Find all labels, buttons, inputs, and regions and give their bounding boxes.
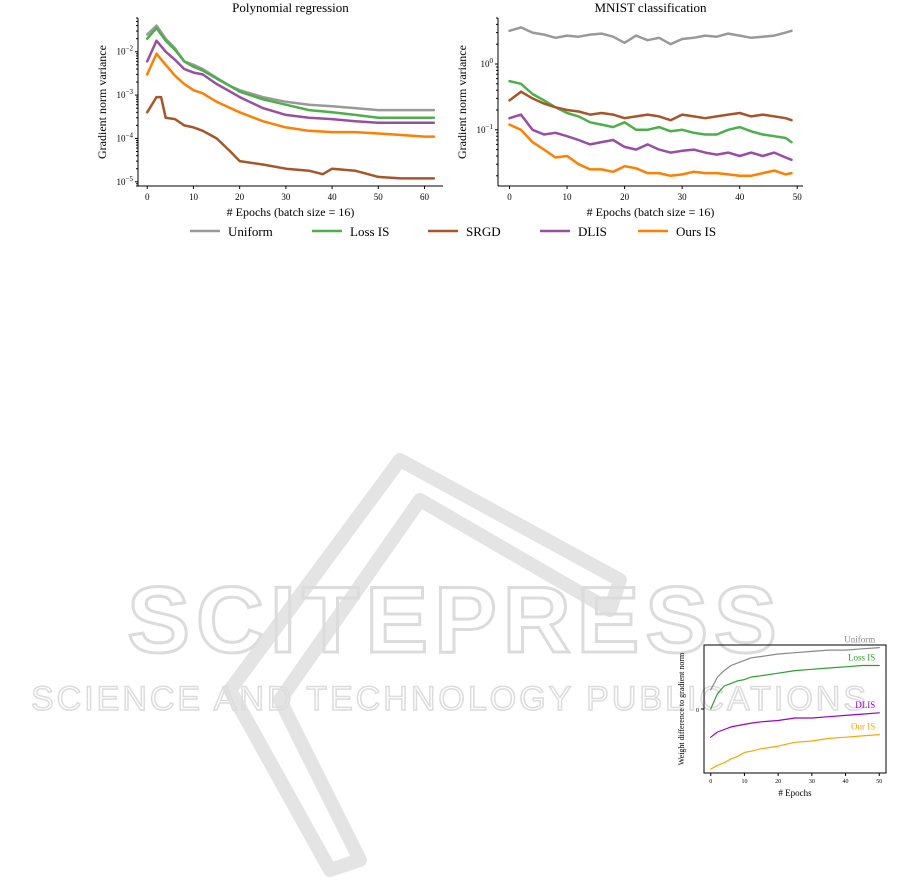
y-tick-label: 10−1 — [477, 123, 494, 135]
sciteppress-watermark: SCITEPRESS SCIENCE AND TECHNOLOGY PUBLIC… — [30, 453, 869, 877]
x-tick-label: 30 — [809, 779, 815, 785]
series-label-our-is: Our IS — [851, 722, 875, 732]
x-tick-label: 30 — [678, 192, 688, 202]
watermark-big-text: SCITEPRESS — [127, 567, 783, 672]
y-tick-label: 10−4 — [117, 131, 134, 143]
series-line-dlis — [508, 113, 793, 162]
y-tick-label: 10−5 — [117, 175, 134, 187]
legend-label-ours-is: Ours IS — [676, 224, 716, 239]
x-tick-label: 20 — [235, 192, 245, 202]
x-tick-label: 20 — [620, 192, 630, 202]
series-line-uniform — [145, 24, 436, 112]
series-line-dlis — [145, 39, 436, 125]
x-axis-label: # Epochs (batch size = 16) — [227, 205, 355, 219]
series-line-loss-is — [145, 26, 436, 120]
series-line-uniform — [710, 646, 880, 691]
y-axis-label: Weight difference to gradient norm — [677, 652, 686, 765]
x-axis-label: # Epochs (batch size = 16) — [587, 205, 715, 219]
x-tick-label: 50 — [374, 192, 384, 202]
series-line-ours-is — [508, 123, 793, 178]
chart-weight-difference: 0 10 20 30 40 50 0 # Epochs Weight difference to… — [677, 635, 887, 798]
x-tick-label: 40 — [843, 779, 849, 785]
x-tick-label: 50 — [793, 192, 803, 202]
chart-title: Polynomial regression — [232, 0, 349, 15]
y-axis-label: Gradient norm variance — [455, 45, 469, 159]
series-line-srgd — [508, 90, 793, 122]
x-tick-label: 0 — [709, 779, 712, 785]
x-tick-label: 20 — [775, 779, 781, 785]
x-tick-label: 0 — [145, 192, 150, 202]
watermark-small-text: SCIENCE AND TECHNOLOGY PUBLICATIONS — [31, 680, 869, 718]
chart-polynomial-regression: Polynomial regression 0 10 20 30 40 50 60 10−5 10… — [95, 0, 443, 219]
y-tick-label: 10−2 — [117, 45, 134, 57]
series-line-uniform — [508, 26, 793, 46]
series-line-loss-is — [710, 664, 880, 710]
series-label-loss-is: Loss IS — [848, 652, 875, 662]
series-label-dlis: DLIS — [855, 700, 875, 710]
legend-label-dlis: DLIS — [578, 224, 607, 239]
legend-label-loss-is: Loss IS — [350, 224, 389, 239]
x-axis-label: # Epochs — [778, 788, 812, 798]
series-line-ours-is — [145, 52, 436, 138]
series-line-srgd — [145, 95, 436, 180]
x-tick-label: 60 — [420, 192, 430, 202]
y-tick-label: 0 — [696, 708, 699, 714]
shared-legend: Uniform Loss IS SRGD DLIS Ours IS — [190, 224, 716, 239]
x-tick-label: 30 — [281, 192, 291, 202]
y-axis-label: Gradient norm variance — [95, 45, 109, 159]
series-label-uniform: Uniform — [844, 635, 875, 645]
series-line-our-is — [710, 733, 880, 770]
x-tick-label: 10 — [189, 192, 199, 202]
y-tick-label: 10−3 — [117, 88, 134, 100]
x-tick-label: 0 — [507, 192, 512, 202]
x-tick-label: 40 — [328, 192, 338, 202]
legend-label-uniform: Uniform — [228, 224, 273, 239]
x-tick-label: 10 — [741, 779, 747, 785]
x-tick-label: 50 — [876, 779, 882, 785]
series-line-dlis — [710, 712, 880, 738]
y-tick-label: 100 — [481, 57, 494, 69]
watermark-logo-shape — [223, 453, 627, 877]
legend-label-srgd: SRGD — [466, 224, 501, 239]
x-tick-label: 40 — [735, 192, 745, 202]
x-tick-label: 10 — [563, 192, 573, 202]
chart-mnist-classification: MNIST classification 0 10 20 30 40 50 10−1 100 # … — [455, 0, 803, 219]
chart-title: MNIST classification — [594, 0, 707, 15]
